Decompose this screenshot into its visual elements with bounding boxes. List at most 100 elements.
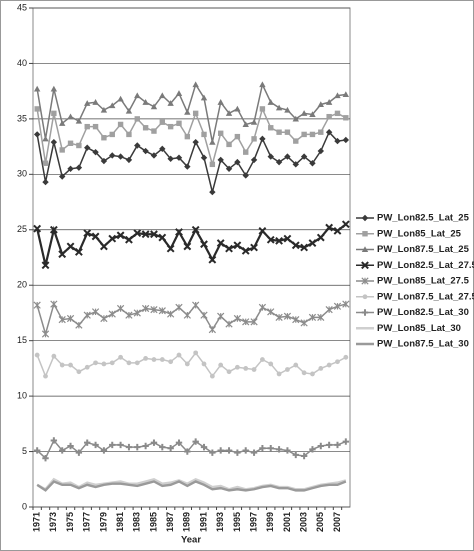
marker xyxy=(67,442,74,450)
marker xyxy=(175,439,183,446)
marker xyxy=(242,447,249,454)
marker xyxy=(75,117,83,124)
marker xyxy=(342,438,350,445)
marker xyxy=(200,443,208,451)
marker xyxy=(234,105,241,112)
marker xyxy=(167,155,174,163)
marker xyxy=(75,321,83,329)
y-tick-label: 35 xyxy=(17,113,27,123)
marker xyxy=(167,123,174,130)
y-tick-label: 5 xyxy=(22,446,27,456)
series-line xyxy=(36,480,347,492)
marker xyxy=(183,311,191,319)
marker xyxy=(200,311,208,319)
marker xyxy=(293,362,299,368)
marker xyxy=(208,325,216,334)
marker xyxy=(117,121,124,128)
marker xyxy=(141,230,150,239)
legend-marker xyxy=(361,246,369,253)
legend-label: PW_Lon85_Lat_27.5 xyxy=(377,276,470,287)
marker xyxy=(100,242,108,251)
marker xyxy=(334,92,341,99)
marker xyxy=(243,149,249,155)
marker xyxy=(234,133,241,140)
marker xyxy=(300,243,309,252)
marker xyxy=(133,229,142,238)
x-tick-label: 1987 xyxy=(165,512,175,532)
marker xyxy=(191,225,200,234)
marker xyxy=(58,173,66,180)
marker xyxy=(268,361,274,367)
legend-marker xyxy=(361,214,369,222)
marker xyxy=(275,104,283,111)
marker xyxy=(267,308,275,316)
marker xyxy=(308,239,317,247)
marker xyxy=(50,437,58,444)
y-tick-label: 20 xyxy=(17,280,27,290)
marker xyxy=(33,131,41,138)
marker xyxy=(184,133,191,140)
marker xyxy=(117,441,124,449)
legend-marker xyxy=(361,277,369,285)
marker xyxy=(209,373,215,379)
marker xyxy=(276,129,282,135)
y-tick-label: 15 xyxy=(17,335,27,345)
marker xyxy=(293,138,299,144)
marker xyxy=(334,441,341,449)
marker xyxy=(84,439,91,446)
marker xyxy=(101,135,107,141)
marker xyxy=(176,352,182,358)
marker xyxy=(125,156,133,164)
marker xyxy=(175,154,183,161)
marker xyxy=(300,452,308,460)
y-tick-label: 30 xyxy=(17,169,27,179)
marker xyxy=(259,106,266,112)
marker xyxy=(250,449,258,456)
y-tick-label: 40 xyxy=(17,58,27,68)
marker xyxy=(301,131,307,138)
marker xyxy=(225,447,233,454)
marker xyxy=(333,302,342,310)
marker xyxy=(109,131,115,138)
marker xyxy=(342,91,350,98)
x-tick-label: 1997 xyxy=(248,512,258,532)
marker xyxy=(217,447,224,454)
marker xyxy=(59,362,65,368)
marker xyxy=(126,360,132,366)
marker xyxy=(100,314,108,323)
marker xyxy=(49,225,58,234)
marker xyxy=(225,110,233,116)
marker xyxy=(342,300,350,308)
marker xyxy=(251,136,257,142)
marker xyxy=(50,300,58,308)
marker xyxy=(283,312,292,320)
x-tick-label: 2005 xyxy=(315,512,325,532)
marker xyxy=(309,160,316,167)
legend-label: PW_Lon82.5_Lat_27.5 xyxy=(377,260,474,271)
marker xyxy=(66,242,75,251)
marker xyxy=(200,154,208,161)
marker xyxy=(93,360,98,366)
marker xyxy=(84,100,91,106)
marker xyxy=(242,172,249,179)
x-tick-label: 1993 xyxy=(215,512,225,532)
marker xyxy=(33,224,42,233)
marker xyxy=(83,311,91,319)
marker xyxy=(310,371,315,377)
marker xyxy=(84,123,90,130)
marker xyxy=(317,147,325,155)
marker xyxy=(217,156,224,164)
marker xyxy=(292,161,299,168)
marker xyxy=(234,449,241,456)
marker xyxy=(116,304,125,313)
marker xyxy=(142,125,149,131)
y-tick-label: 0 xyxy=(22,501,27,511)
legend-label: PW_Lon85_Lat_30 xyxy=(377,323,461,334)
marker xyxy=(250,119,258,125)
marker xyxy=(218,362,224,368)
marker xyxy=(133,309,141,317)
marker xyxy=(67,113,74,120)
plot-area xyxy=(32,7,351,508)
marker xyxy=(150,103,158,110)
marker xyxy=(259,445,266,452)
